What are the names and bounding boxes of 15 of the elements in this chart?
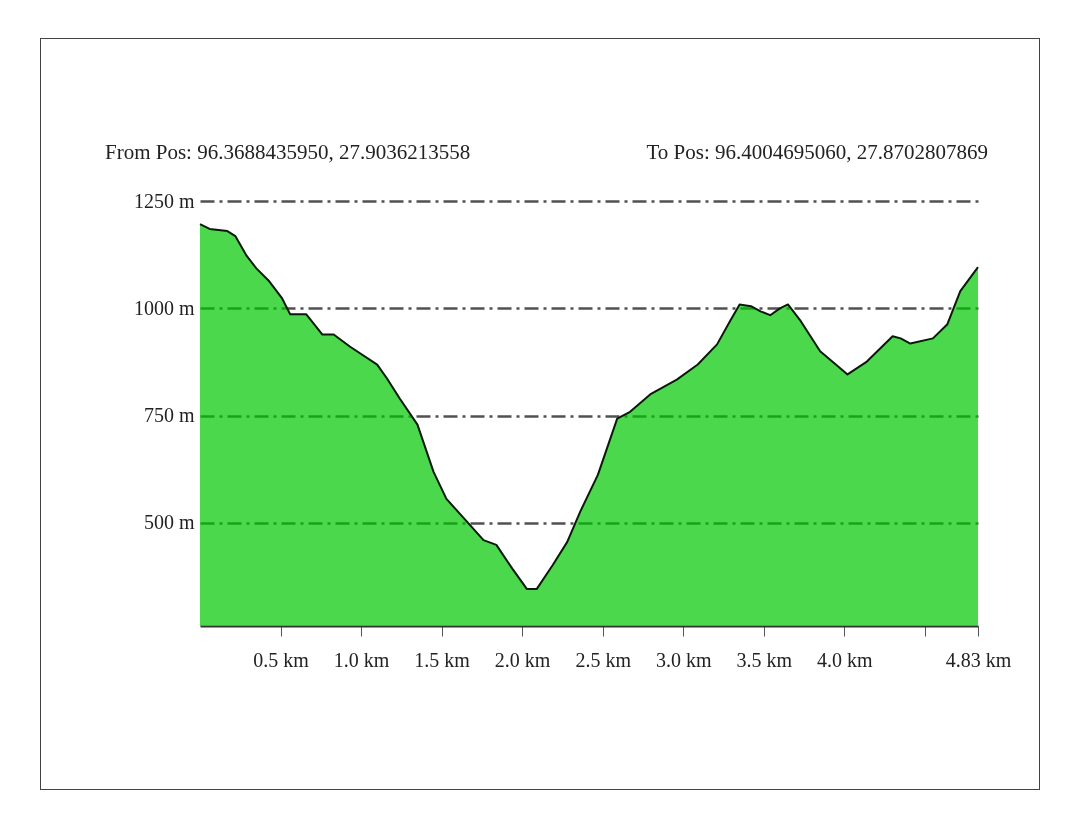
y-tick-label: 1000 m (133, 296, 195, 319)
x-tick-label: 0.5 km (253, 648, 310, 671)
x-tick-label: 2.0 km (494, 648, 551, 671)
x-tick-label: 4.0 km (817, 648, 874, 671)
x-tick-label: 1.5 km (414, 648, 471, 671)
y-tick-label: 1250 m (133, 189, 195, 212)
x-tick-label: 3.0 km (655, 648, 712, 671)
x-tick-label: 3.5 km (736, 648, 793, 671)
x-tick-label: 2.5 km (575, 648, 632, 671)
x-tick-label: 4.83 km (945, 648, 1012, 671)
y-tick-label: 750 m (143, 404, 195, 427)
text: From Pos: 96.3688435950, 27.9036213558 (105, 140, 471, 164)
text: To Pos: 96.4004695060, 27.8702807869 (646, 140, 988, 164)
x-tick-label: 1.0 km (333, 648, 390, 671)
y-tick-label: 500 m (143, 511, 195, 534)
